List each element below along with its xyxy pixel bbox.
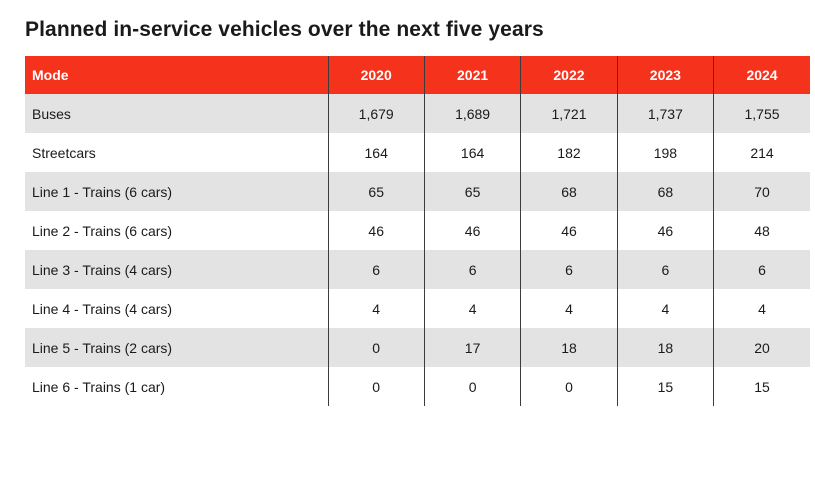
value-cell: 4	[423, 289, 521, 328]
value-cell: 6	[327, 250, 425, 289]
col-header-year-2023: 2023	[616, 56, 714, 94]
value-cell: 1,689	[423, 94, 521, 133]
col-header-year-2021: 2021	[423, 56, 521, 94]
table-row: Buses 1,679 1,689 1,721 1,737 1,755	[25, 94, 810, 133]
value-cell: 198	[616, 133, 714, 172]
value-cell: 4	[616, 289, 714, 328]
page: Planned in-service vehicles over the nex…	[25, 18, 810, 406]
value-cell: 15	[713, 367, 810, 406]
table-row: Streetcars 164 164 182 198 214	[25, 133, 810, 172]
value-cell: 6	[713, 250, 810, 289]
value-cell: 182	[520, 133, 618, 172]
col-header-year-2020: 2020	[327, 56, 425, 94]
mode-cell: Line 2 - Trains (6 cars)	[32, 222, 173, 239]
table-row: Line 2 - Trains (6 cars) 46 46 46 46 48	[25, 211, 810, 250]
value-cell: 46	[327, 211, 425, 250]
value-cell: 4	[520, 289, 618, 328]
value-cell: 48	[713, 211, 810, 250]
value-cell: 4	[327, 289, 425, 328]
value-cell: 18	[616, 328, 714, 367]
table-row: Line 3 - Trains (4 cars) 6 6 6 6 6	[25, 250, 810, 289]
mode-cell: Line 3 - Trains (4 cars)	[32, 261, 173, 278]
table-row: Line 1 - Trains (6 cars) 65 65 68 68 70	[25, 172, 810, 211]
value-cell: 15	[616, 367, 714, 406]
value-cell: 17	[423, 328, 521, 367]
value-cell: 1,679	[327, 94, 425, 133]
value-cell: 0	[327, 328, 425, 367]
value-cell: 0	[520, 367, 618, 406]
value-cell: 1,721	[520, 94, 618, 133]
value-cell: 164	[327, 133, 425, 172]
page-title: Planned in-service vehicles over the nex…	[25, 18, 544, 41]
mode-cell: Line 5 - Trains (2 cars)	[32, 339, 173, 356]
value-cell: 65	[327, 172, 425, 211]
value-cell: 46	[423, 211, 521, 250]
col-header-year-2022: 2022	[520, 56, 618, 94]
value-cell: 68	[616, 172, 714, 211]
value-cell: 1,737	[616, 94, 714, 133]
col-header-mode: Mode	[25, 56, 328, 94]
vehicles-table: Mode 2020 2021 2022 2023 2024 Buses 1,679 1,689…	[25, 56, 810, 406]
value-cell: 0	[423, 367, 521, 406]
value-cell: 214	[713, 133, 810, 172]
value-cell: 6	[423, 250, 521, 289]
value-cell: 164	[423, 133, 521, 172]
mode-cell: Line 1 - Trains (6 cars)	[32, 183, 173, 200]
value-cell: 4	[713, 289, 810, 328]
header-row: Mode 2020 2021 2022 2023 2024	[25, 56, 810, 94]
table-row: Line 5 - Trains (2 cars) 0 17 18 18 20	[25, 328, 810, 367]
value-cell: 46	[520, 211, 618, 250]
value-cell: 70	[713, 172, 810, 211]
value-cell: 6	[520, 250, 618, 289]
value-cell: 68	[520, 172, 618, 211]
table-body: Buses 1,679 1,689 1,721 1,737 1,755 Streetcars…	[25, 94, 810, 406]
value-cell: 1,755	[713, 94, 810, 133]
value-cell: 6	[616, 250, 714, 289]
mode-cell: Line 6 - Trains (1 car)	[32, 378, 166, 395]
table-header: Mode 2020 2021 2022 2023 2024	[25, 56, 810, 94]
mode-cell: Streetcars	[32, 144, 96, 161]
table-row: Line 4 - Trains (4 cars) 4 4 4 4 4	[25, 289, 810, 328]
mode-cell: Buses	[32, 105, 71, 122]
col-header-year-2024: 2024	[713, 56, 810, 94]
value-cell: 18	[520, 328, 618, 367]
table-row: Line 6 - Trains (1 car) 0 0 0 15 15	[25, 367, 810, 406]
value-cell: 65	[423, 172, 521, 211]
value-cell: 0	[327, 367, 425, 406]
mode-cell: Line 4 - Trains (4 cars)	[32, 300, 173, 317]
value-cell: 20	[713, 328, 810, 367]
value-cell: 46	[616, 211, 714, 250]
